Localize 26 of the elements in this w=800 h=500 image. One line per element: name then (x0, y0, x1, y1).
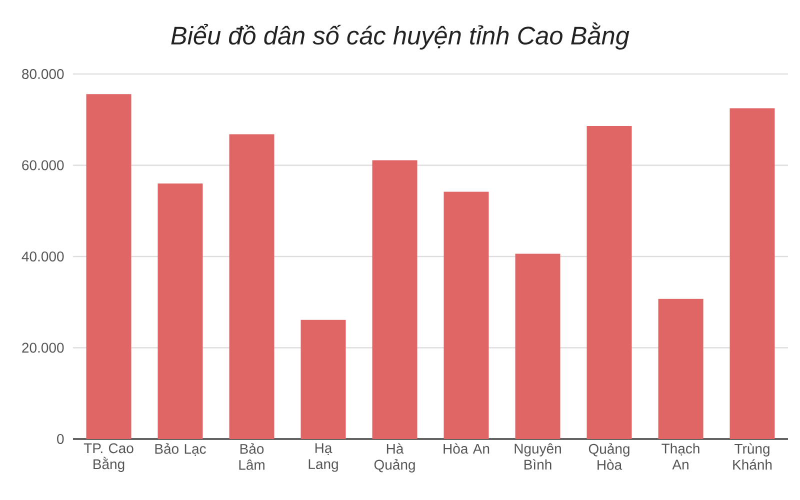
bar (658, 298, 704, 439)
x-tick-label: Bảo Lâm (239, 443, 264, 470)
y-tick-label: 60.000 (22, 160, 64, 170)
bar (158, 184, 203, 439)
bar (730, 108, 775, 439)
bar (372, 160, 418, 439)
bar (586, 126, 632, 439)
y-tick-label: 0 (57, 434, 64, 444)
bar (444, 192, 489, 439)
y-tick-label: 20.000 (22, 342, 64, 353)
x-tick-label: Hòa An (444, 443, 490, 454)
x-tick-label: Trùng Khánh (733, 443, 772, 470)
bar (86, 94, 132, 439)
x-tick-label: Hà Quảng (374, 443, 415, 472)
bar (515, 254, 560, 439)
y-tick-label: 40.000 (22, 252, 64, 262)
x-tick-label: Hạ Lang (308, 443, 338, 472)
bar (229, 134, 274, 439)
x-tick-label: TP. Cao Bằng (84, 443, 134, 472)
x-tick-label: Thạch An (662, 443, 700, 470)
y-tick-label: 80.000 (22, 69, 64, 79)
x-tick-label: Bảo Lạc (155, 443, 206, 456)
x-tick-label: Nguyên Bình (514, 443, 561, 470)
chart-title: Biểu đồ dân số các huyện tỉnh Cao Bằng (171, 22, 630, 50)
x-tick-label: Quảng Hòa (588, 443, 630, 470)
bar (300, 320, 346, 439)
